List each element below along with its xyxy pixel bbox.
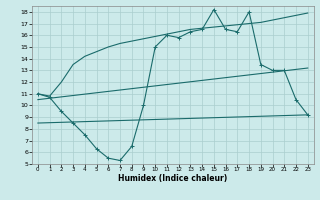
X-axis label: Humidex (Indice chaleur): Humidex (Indice chaleur) bbox=[118, 174, 228, 183]
